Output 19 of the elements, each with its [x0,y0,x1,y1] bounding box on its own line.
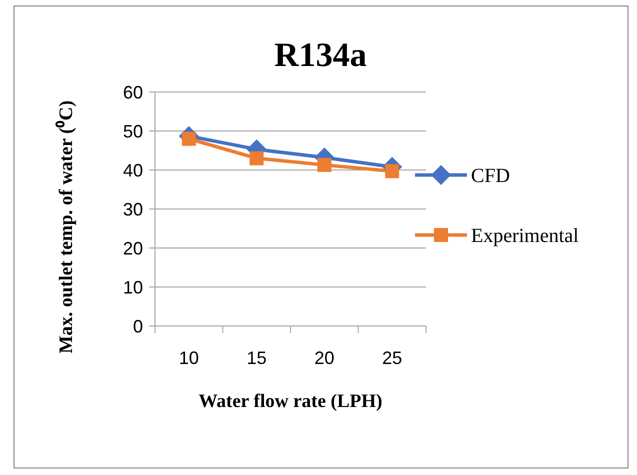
x-tick-label: 15 [246,348,267,368]
y-tick-label: 30 [122,199,143,220]
legend-label: CFD [471,165,510,187]
y-tick-label: 10 [122,277,143,298]
y-tick-label: 50 [122,121,143,142]
y-tick-label: 20 [122,238,143,258]
point [250,151,264,166]
y-tick-label: 40 [122,160,143,180]
x-axis-title: Water flow rate (LPH) [198,391,382,412]
legend-label: Experimental [471,225,580,247]
y-tick-label: 0 [132,316,143,336]
point [385,164,400,178]
x-tick-label: 20 [314,348,334,368]
chart-title: R134a [274,37,367,74]
y-tick-label: 60 [122,82,143,102]
x-tick-label: 10 [178,348,199,368]
x-tick-label: 25 [382,348,402,368]
y-axis-title: Max. outlet temp. of water (⁰C) [55,100,77,354]
point [317,158,332,172]
